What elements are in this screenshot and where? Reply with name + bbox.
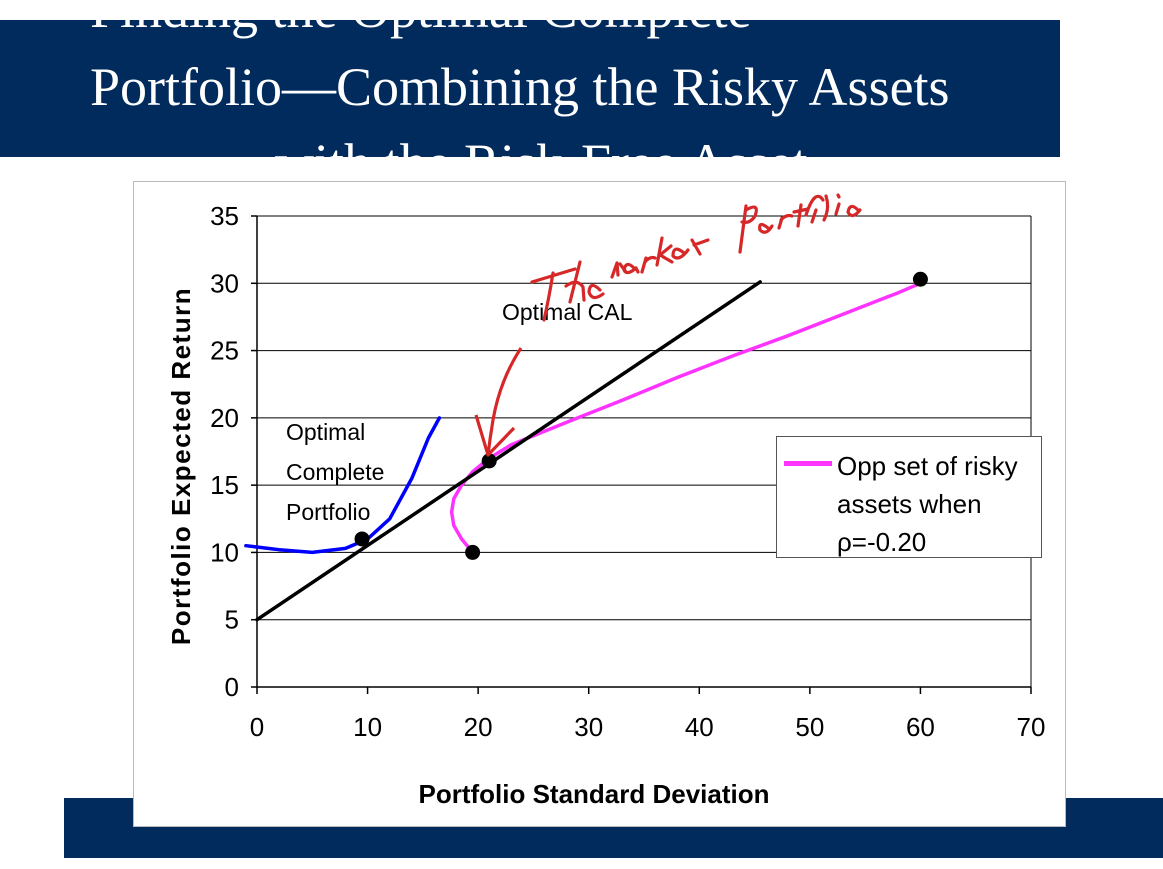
- legend-swatch: [784, 461, 832, 466]
- y-axis-title: Portfolio Expected Return: [166, 287, 196, 645]
- xtick-label-0: 0: [250, 712, 264, 742]
- ytick-label-35: 35: [210, 201, 239, 231]
- data-point-2: [465, 544, 481, 560]
- annotation-optimal-line-1: Optimal: [286, 419, 365, 445]
- annotation-optimal-cal: Optimal CAL: [502, 299, 633, 325]
- chart-svg: 0 10 20 30 40 50 60 70 0 5 10 15 20 25 30 35 Optimal C…: [166, 201, 1046, 809]
- slide-title-line-1: Finding the Optimal Complete: [90, 20, 1060, 40]
- xtick-label-10: 10: [353, 712, 382, 742]
- legend: Opp set of risky assets when ρ=-0.20: [776, 436, 1042, 558]
- arrow-head: [474, 414, 516, 457]
- ytick-label-10: 10: [210, 537, 239, 567]
- legend-label: Opp set of risky assets when ρ=-0.20: [837, 451, 1018, 557]
- data-point-0: [354, 531, 370, 547]
- annotation-optimal-line-2: Complete: [286, 459, 384, 485]
- data-point-1: [481, 453, 497, 469]
- xtick-label-20: 20: [464, 712, 493, 742]
- ytick-label-20: 20: [210, 403, 239, 433]
- xtick-label-60: 60: [906, 712, 935, 742]
- y-tick-labels: 0 5 10 15 20 25 30 35: [210, 201, 239, 702]
- arrow-shaft: [486, 347, 523, 456]
- ytick-label-30: 30: [210, 268, 239, 298]
- x-tick-labels: 0 10 20 30 40 50 60 70: [250, 712, 1046, 742]
- xtick-label-40: 40: [685, 712, 714, 742]
- xtick-label-30: 30: [574, 712, 603, 742]
- ytick-label-15: 15: [210, 470, 239, 500]
- slide-title-line-2: Portfolio—Combining the Risky Assets: [90, 57, 950, 117]
- ytick-label-5: 5: [225, 605, 239, 635]
- marker-layer: [354, 271, 928, 560]
- x-axis-title: Portfolio Standard Deviation: [418, 779, 769, 809]
- data-point-3: [912, 271, 928, 287]
- ytick-label-0: 0: [225, 672, 239, 702]
- xtick-label-70: 70: [1017, 712, 1046, 742]
- series-line-1: [255, 280, 762, 622]
- annotation-optimal-line-3: Portfolio: [286, 499, 370, 525]
- ytick-label-25: 25: [210, 336, 239, 366]
- xtick-label-50: 50: [795, 712, 824, 742]
- slide-title-line-3: with the Risk-Free Asset: [275, 132, 1060, 157]
- title-band: Finding the Optimal Complete Portfolio—C…: [0, 20, 1060, 157]
